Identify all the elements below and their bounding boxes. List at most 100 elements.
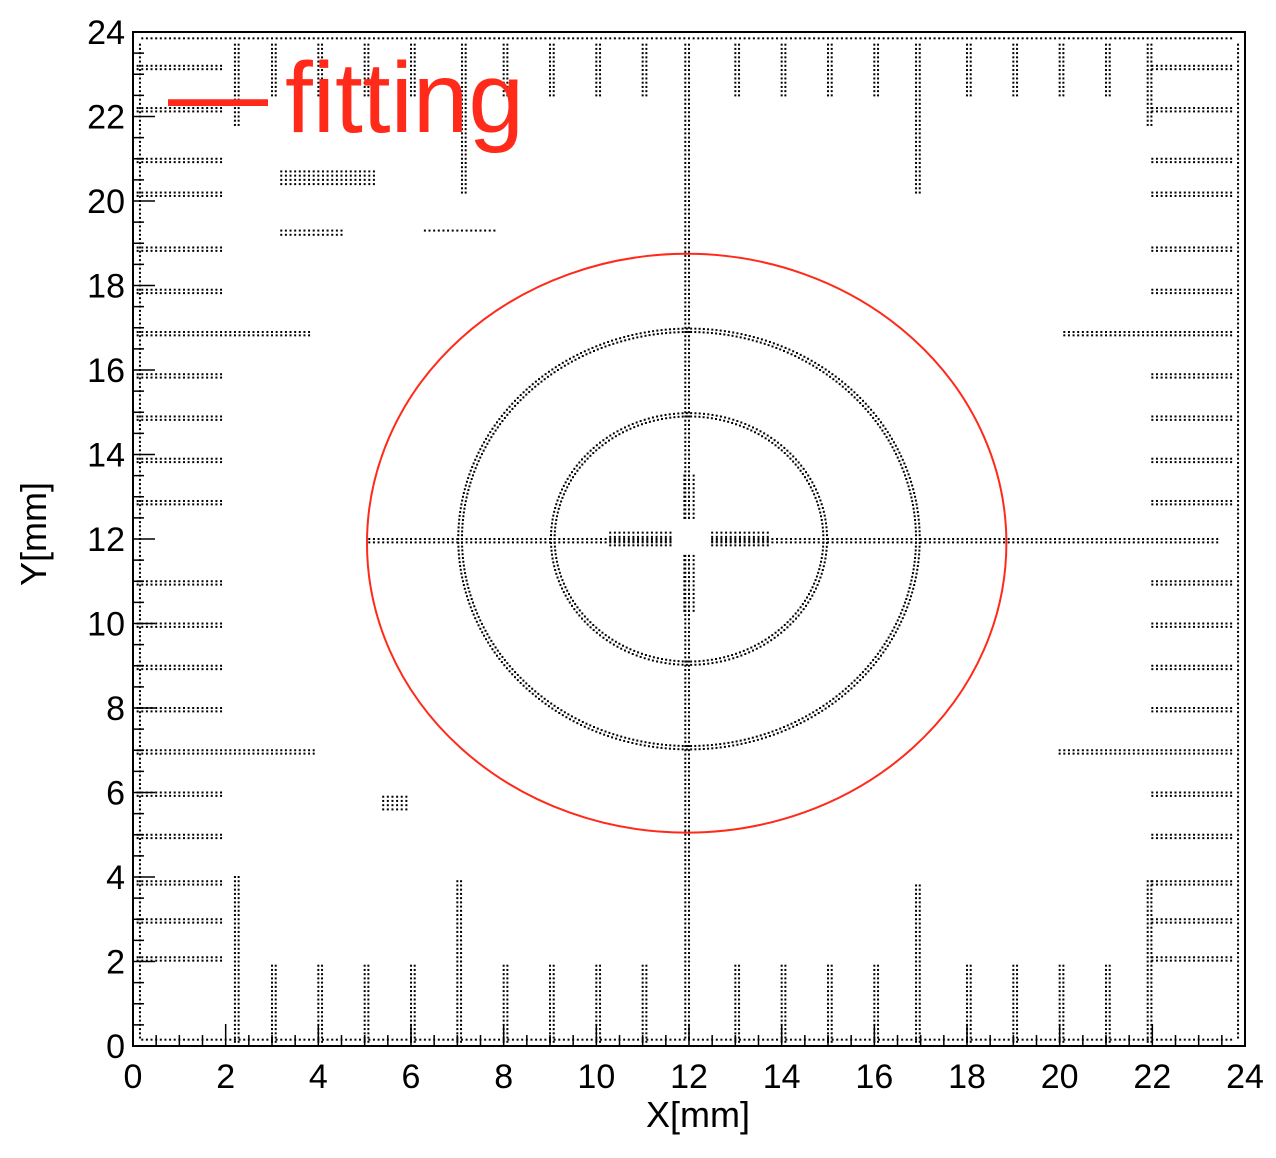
hit-point xyxy=(1225,580,1228,583)
hit-point xyxy=(317,64,320,67)
hit-point xyxy=(136,880,139,883)
hit-point xyxy=(525,682,528,685)
hit-point xyxy=(688,369,690,371)
hit-point xyxy=(684,736,687,739)
hit-point xyxy=(738,973,741,976)
hit-point xyxy=(794,720,797,723)
hit-point xyxy=(677,331,680,334)
hit-point xyxy=(609,538,612,540)
hit-point xyxy=(1146,918,1149,921)
hit-point xyxy=(856,399,859,402)
hit-point xyxy=(1193,330,1196,333)
hit-point xyxy=(681,412,684,415)
hit-point xyxy=(201,191,204,194)
hit-point xyxy=(728,745,731,748)
hit-point xyxy=(698,748,701,751)
hit-point xyxy=(1058,977,1061,980)
hit-point xyxy=(136,583,139,586)
hit-point xyxy=(500,414,503,417)
hit-point xyxy=(164,499,167,502)
hit-point xyxy=(506,56,509,59)
hit-point xyxy=(145,503,148,506)
hit-point xyxy=(237,119,240,122)
hit-point xyxy=(830,1040,833,1043)
hit-point xyxy=(644,654,647,657)
hit-point xyxy=(915,503,918,506)
hit-point xyxy=(677,748,680,751)
hit-point xyxy=(685,327,688,330)
hit-point xyxy=(715,746,718,749)
hit-point xyxy=(684,897,687,900)
hit-point xyxy=(1211,538,1214,540)
hit-point xyxy=(413,977,416,980)
hit-point xyxy=(847,385,850,388)
hit-point xyxy=(688,516,690,519)
hit-point xyxy=(201,710,204,713)
hit-point xyxy=(413,985,416,988)
hit-point xyxy=(317,60,320,63)
hit-point xyxy=(1160,625,1163,628)
hit-point xyxy=(1160,837,1163,840)
hit-point xyxy=(599,994,602,997)
hit-point xyxy=(1150,994,1153,997)
hit-point xyxy=(918,935,921,938)
hit-point xyxy=(989,538,992,540)
hit-point xyxy=(641,538,644,540)
hit-point xyxy=(595,73,598,76)
hit-point xyxy=(688,580,690,583)
hit-point xyxy=(913,584,916,587)
hit-point xyxy=(694,660,697,663)
hit-point xyxy=(187,752,190,755)
hit-point xyxy=(1183,376,1186,379)
hit-point xyxy=(423,538,426,540)
hit-point xyxy=(877,1011,880,1014)
hit-point xyxy=(1225,249,1228,252)
hit-point xyxy=(549,64,551,67)
hit-point xyxy=(196,376,199,379)
hit-point xyxy=(688,478,690,481)
hit-point xyxy=(918,1015,921,1018)
hit-point xyxy=(1216,503,1219,506)
hit-point xyxy=(136,794,139,797)
hit-point xyxy=(856,681,859,684)
hit-point xyxy=(724,416,727,419)
hit-point xyxy=(918,956,921,959)
hit-point xyxy=(1225,664,1228,667)
hit-point xyxy=(969,1019,972,1022)
hit-point xyxy=(688,233,690,236)
hit-point xyxy=(918,918,921,921)
hit-point xyxy=(1165,791,1168,794)
hit-point xyxy=(646,544,649,547)
hit-point xyxy=(182,334,185,337)
hit-point xyxy=(215,457,218,460)
hit-point xyxy=(807,718,810,721)
hit-point xyxy=(500,661,503,664)
hit-point xyxy=(484,446,487,449)
hit-point xyxy=(1169,157,1172,160)
hit-point xyxy=(464,183,467,186)
hit-point xyxy=(1160,157,1163,160)
hit-point xyxy=(467,477,470,480)
hit-point xyxy=(210,749,213,752)
hit-point xyxy=(872,664,875,667)
hit-point xyxy=(969,973,972,976)
hit-point xyxy=(141,191,144,194)
hit-point xyxy=(233,1011,236,1014)
hit-point xyxy=(1150,960,1153,963)
hit-point xyxy=(206,461,209,464)
hit-point xyxy=(1165,580,1168,583)
hit-point xyxy=(215,833,218,836)
hit-point xyxy=(609,531,612,534)
hit-point xyxy=(206,376,209,379)
hit-point xyxy=(1016,994,1019,997)
hit-point xyxy=(1220,191,1223,194)
hit-point xyxy=(187,107,190,110)
hit-point xyxy=(688,508,690,511)
hit-point xyxy=(237,922,240,925)
hit-point xyxy=(169,418,172,421)
hit-point xyxy=(1211,68,1214,71)
hit-point xyxy=(580,352,583,355)
hit-point xyxy=(1211,503,1214,506)
hit-point xyxy=(1230,110,1233,113)
hit-point xyxy=(237,43,240,46)
